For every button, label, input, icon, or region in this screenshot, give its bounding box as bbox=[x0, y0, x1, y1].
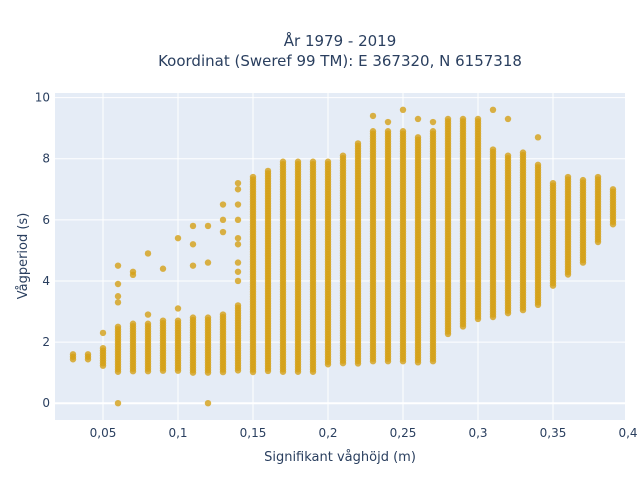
data-point bbox=[594, 238, 602, 246]
data-point bbox=[519, 306, 527, 314]
x-tick-label: 0,35 bbox=[540, 426, 567, 440]
data-points bbox=[69, 106, 617, 407]
data-point bbox=[234, 234, 242, 242]
data-point bbox=[549, 282, 557, 289]
data-point bbox=[384, 118, 392, 126]
y-tick-label: 2 bbox=[42, 335, 50, 349]
data-point bbox=[99, 329, 107, 337]
data-point bbox=[234, 268, 242, 275]
data-point bbox=[174, 367, 182, 374]
y-tick-label: 0 bbox=[42, 396, 50, 410]
data-point bbox=[174, 234, 182, 242]
data-point bbox=[609, 221, 617, 228]
x-tick-label: 0,2 bbox=[318, 426, 337, 440]
data-point bbox=[324, 361, 332, 368]
data-point bbox=[489, 106, 497, 114]
data-point bbox=[414, 359, 422, 366]
data-point bbox=[489, 313, 497, 321]
y-tick-label: 4 bbox=[42, 274, 50, 288]
data-point bbox=[579, 259, 587, 266]
x-tick-labels: 0,05 0,1 0,15 0,2 0,25 0,3 0,35 0,4 bbox=[90, 426, 638, 440]
data-point bbox=[114, 280, 122, 288]
x-tick-label: 0,25 bbox=[390, 426, 417, 440]
data-point bbox=[114, 293, 122, 300]
data-point bbox=[399, 358, 407, 365]
data-point bbox=[399, 106, 407, 114]
data-point bbox=[189, 369, 197, 376]
data-point bbox=[249, 368, 257, 376]
data-point bbox=[129, 368, 137, 375]
y-tick-label: 8 bbox=[42, 152, 50, 166]
data-point bbox=[429, 358, 437, 365]
data-point bbox=[459, 323, 467, 330]
x-tick-label: 0,15 bbox=[240, 426, 267, 440]
data-point bbox=[474, 315, 482, 323]
data-point bbox=[234, 241, 242, 248]
data-point bbox=[309, 368, 317, 375]
chart-title-line2: Koordinat (Sweref 99 TM): E 367320, N 61… bbox=[158, 52, 522, 70]
data-point bbox=[429, 118, 437, 126]
x-tick-label: 0,4 bbox=[618, 426, 637, 440]
data-point bbox=[234, 277, 242, 285]
data-point bbox=[234, 186, 242, 193]
data-point bbox=[204, 369, 212, 376]
data-point bbox=[204, 259, 212, 266]
data-point bbox=[189, 262, 197, 269]
data-point bbox=[204, 399, 212, 407]
data-point bbox=[114, 262, 122, 269]
data-point bbox=[264, 367, 272, 375]
data-point bbox=[504, 309, 512, 317]
y-tick-label: 6 bbox=[42, 213, 50, 227]
data-point bbox=[174, 305, 182, 312]
data-point bbox=[294, 368, 302, 375]
y-axis-label: Vågperiod (s) bbox=[16, 213, 31, 300]
data-point bbox=[414, 115, 422, 123]
data-point bbox=[339, 359, 347, 367]
data-point bbox=[144, 311, 152, 318]
x-tick-label: 0,3 bbox=[468, 426, 487, 440]
data-point bbox=[534, 301, 542, 309]
x-tick-label: 0,05 bbox=[90, 426, 117, 440]
data-point bbox=[144, 250, 152, 257]
data-point bbox=[369, 358, 377, 365]
data-point bbox=[159, 265, 167, 272]
data-point bbox=[279, 368, 287, 375]
data-point bbox=[129, 268, 137, 275]
data-point bbox=[534, 134, 542, 141]
data-point bbox=[204, 222, 212, 230]
data-point bbox=[219, 368, 227, 376]
y-tick-labels: 0 2 4 6 8 10 bbox=[35, 91, 50, 411]
data-point bbox=[189, 241, 197, 248]
data-point bbox=[219, 201, 227, 208]
data-point bbox=[144, 368, 152, 375]
data-point bbox=[219, 228, 227, 236]
data-point bbox=[114, 368, 122, 375]
data-point bbox=[384, 358, 392, 365]
data-point bbox=[219, 216, 227, 224]
data-point bbox=[234, 367, 242, 374]
data-point bbox=[114, 299, 122, 306]
data-point bbox=[69, 356, 77, 363]
x-tick-label: 0,1 bbox=[168, 426, 187, 440]
data-point bbox=[234, 216, 242, 224]
data-point bbox=[444, 330, 452, 338]
data-point bbox=[234, 179, 242, 187]
y-tick-label: 10 bbox=[35, 91, 50, 105]
data-point bbox=[369, 112, 377, 120]
data-point bbox=[114, 399, 122, 407]
data-point bbox=[564, 271, 572, 278]
data-point bbox=[234, 259, 242, 266]
chart-title-line1: År 1979 - 2019 bbox=[284, 31, 397, 50]
data-point bbox=[234, 201, 242, 208]
data-point bbox=[159, 367, 167, 374]
data-point bbox=[189, 222, 197, 230]
data-point bbox=[504, 115, 512, 123]
data-point bbox=[84, 356, 92, 363]
data-point bbox=[99, 362, 107, 369]
x-axis-label: Signifikant våghöjd (m) bbox=[264, 450, 416, 465]
data-point bbox=[354, 360, 362, 367]
